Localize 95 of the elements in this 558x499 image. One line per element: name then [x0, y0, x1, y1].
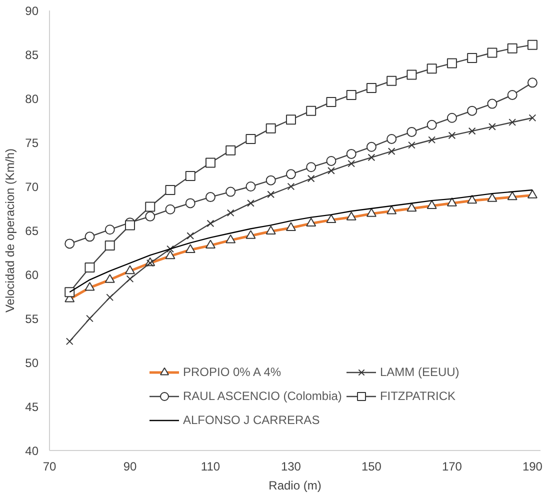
point [426, 64, 437, 74]
point [348, 160, 356, 168]
y-tick-label: 80 [25, 92, 39, 106]
point [386, 134, 397, 144]
point [66, 338, 74, 346]
point [165, 204, 176, 214]
point [346, 148, 356, 159]
point [388, 148, 396, 155]
point [267, 190, 275, 198]
point [104, 240, 115, 250]
y-tick-label: 75 [25, 136, 39, 150]
y-tick-label: 85 [25, 48, 39, 62]
point [487, 98, 498, 109]
legend-label: LAMM (EEUU) [380, 365, 460, 379]
legend-label: ALFONSO J CARRERAS [183, 413, 320, 427]
legend-label: RAUL ASCENCIO (Colombia) [183, 389, 342, 403]
point [307, 174, 315, 182]
point [64, 238, 75, 249]
point [286, 114, 296, 125]
point [86, 314, 94, 322]
point [306, 106, 316, 116]
point [468, 127, 476, 135]
y-tick-label: 40 [25, 444, 39, 458]
point [286, 169, 296, 180]
x-tick-label: 70 [42, 460, 56, 474]
x-tick-label: 90 [123, 460, 137, 474]
point [508, 118, 516, 126]
point [467, 53, 478, 64]
point [266, 123, 276, 134]
point [326, 156, 336, 166]
point [528, 114, 536, 122]
point [287, 182, 295, 190]
point [527, 40, 538, 50]
point [104, 224, 115, 235]
point [328, 166, 335, 174]
point [386, 76, 397, 86]
point [165, 185, 176, 196]
point [487, 48, 498, 58]
point [205, 192, 216, 202]
point [185, 170, 196, 181]
point [326, 97, 336, 108]
y-tick-label: 45 [25, 400, 39, 414]
y-axis-title: Velocidad de operacion (Km/h) [3, 148, 18, 313]
point [368, 154, 376, 162]
y-tick-label: 60 [25, 268, 39, 282]
point [306, 162, 316, 172]
point [406, 126, 417, 137]
point [448, 132, 456, 140]
point [124, 220, 135, 230]
x-tick-label: 110 [200, 460, 220, 474]
point [126, 275, 134, 283]
legend-label: PROPIO 0% A 4% [183, 365, 282, 379]
point [266, 175, 276, 186]
point [346, 90, 356, 100]
point [145, 211, 156, 222]
y-tick-label: 65 [25, 224, 39, 238]
point [467, 106, 478, 116]
point [406, 70, 417, 80]
point [246, 182, 256, 192]
x-tick-label: 190 [522, 460, 543, 474]
point [446, 112, 457, 123]
point [428, 136, 436, 144]
point [408, 141, 416, 149]
y-tick-label: 50 [25, 356, 39, 370]
point [206, 220, 214, 228]
point [246, 134, 256, 144]
point [226, 186, 236, 197]
point [205, 158, 216, 168]
point [366, 142, 376, 152]
point [64, 287, 75, 298]
point [84, 232, 95, 242]
point [106, 294, 114, 302]
legend-label: FITZPATRICK [380, 389, 456, 403]
y-tick-label: 90 [25, 4, 39, 18]
x-axis-title: Radio (m) [268, 478, 322, 492]
point [226, 209, 234, 217]
x-tick-label: 170 [442, 460, 462, 474]
point [426, 120, 437, 130]
y-tick-label: 70 [25, 180, 39, 194]
point [507, 90, 518, 100]
point [247, 200, 254, 207]
point [145, 202, 156, 212]
point [166, 245, 174, 253]
y-tick-label: 55 [25, 312, 39, 326]
x-tick-label: 130 [280, 460, 302, 474]
point [507, 43, 518, 54]
point [185, 198, 196, 208]
point [488, 122, 496, 130]
x-tick-label: 150 [361, 460, 382, 474]
point [84, 262, 95, 272]
point [366, 82, 376, 93]
point [527, 78, 538, 88]
point [226, 145, 236, 156]
point [186, 232, 194, 240]
point [446, 58, 457, 68]
